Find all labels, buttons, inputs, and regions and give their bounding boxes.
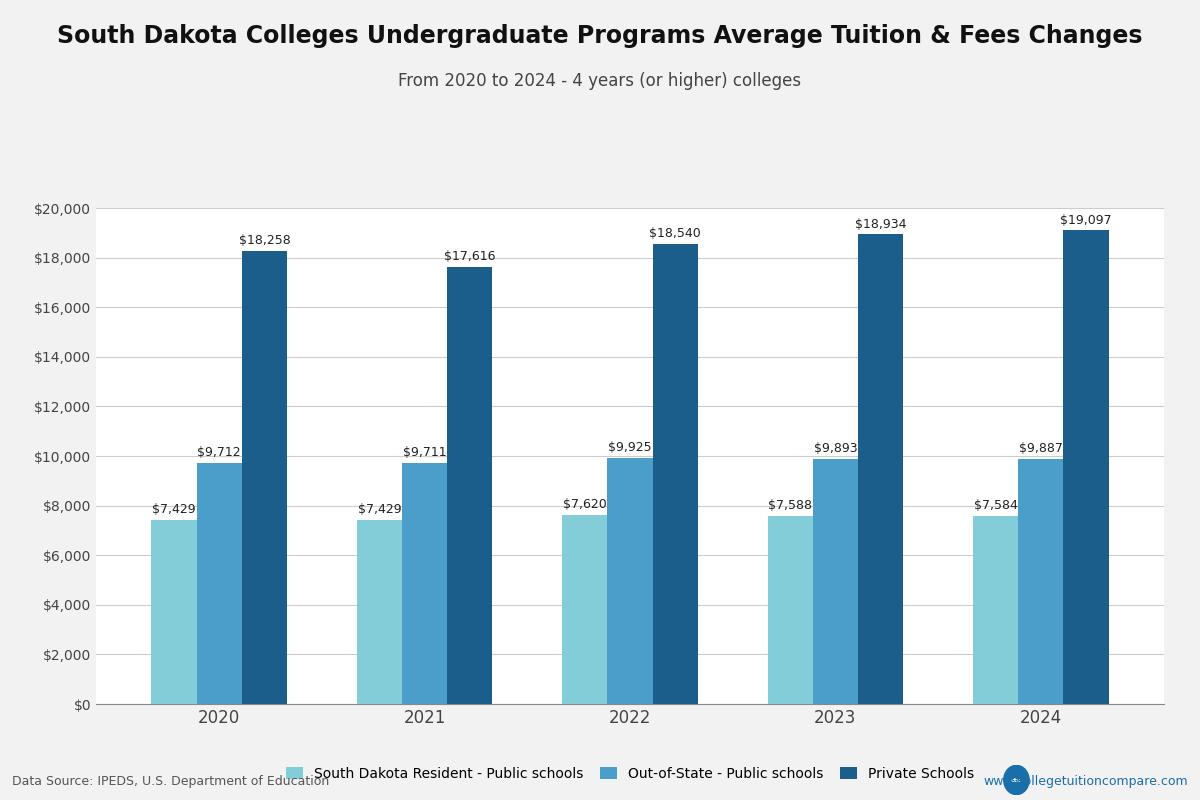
Bar	[858, 234, 904, 704]
Text: $17,616: $17,616	[444, 250, 496, 263]
Text: $7,429: $7,429	[152, 503, 196, 516]
Bar	[1018, 459, 1063, 704]
Text: $9,711: $9,711	[403, 446, 446, 459]
Legend: South Dakota Resident - Public schools, Out-of-State - Public schools, Private S: South Dakota Resident - Public schools, …	[281, 762, 979, 786]
Bar	[653, 244, 697, 704]
Bar	[563, 515, 607, 704]
Text: $9,887: $9,887	[1019, 442, 1063, 455]
Bar	[197, 463, 242, 704]
Text: $18,934: $18,934	[854, 218, 906, 230]
Text: $19,097: $19,097	[1060, 214, 1111, 226]
Text: $7,588: $7,588	[768, 499, 812, 512]
Bar	[151, 520, 197, 704]
Bar	[607, 458, 653, 704]
Text: $7,620: $7,620	[563, 498, 607, 511]
Text: South Dakota Colleges Undergraduate Programs Average Tuition & Fees Changes: South Dakota Colleges Undergraduate Prog…	[58, 24, 1142, 48]
Bar	[812, 458, 858, 704]
Text: $9,712: $9,712	[198, 446, 241, 459]
Bar	[242, 251, 287, 704]
Text: www.collegetuitioncompare.com: www.collegetuitioncompare.com	[983, 775, 1188, 788]
Bar	[1063, 230, 1109, 704]
Bar	[768, 516, 812, 704]
Text: $9,893: $9,893	[814, 442, 857, 455]
Text: Data Source: IPEDS, U.S. Department of Education: Data Source: IPEDS, U.S. Department of E…	[12, 775, 329, 788]
Text: ctc: ctc	[1012, 778, 1021, 782]
Text: $7,429: $7,429	[358, 503, 401, 516]
Circle shape	[1003, 766, 1030, 794]
Bar	[973, 516, 1018, 704]
Text: $18,258: $18,258	[239, 234, 290, 247]
Text: $18,540: $18,540	[649, 227, 701, 241]
Bar	[448, 267, 492, 704]
Text: $9,925: $9,925	[608, 441, 652, 454]
Text: From 2020 to 2024 - 4 years (or higher) colleges: From 2020 to 2024 - 4 years (or higher) …	[398, 72, 802, 90]
Bar	[356, 520, 402, 704]
Text: $7,584: $7,584	[973, 499, 1018, 512]
Bar	[402, 463, 448, 704]
